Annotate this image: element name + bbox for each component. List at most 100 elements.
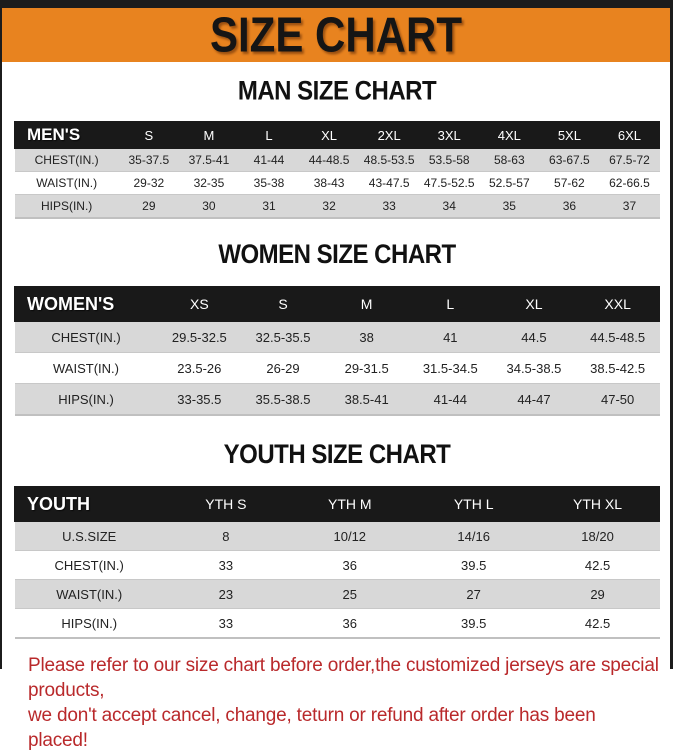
size-value: 44-48.5: [299, 148, 360, 172]
size-value: 29.5-32.5: [157, 321, 242, 353]
table-row: HIPS(IN.) 33 36 39.5 42.5: [14, 608, 660, 638]
size-column-header: 6XL: [598, 121, 661, 149]
size-value: 39.5: [411, 608, 536, 638]
size-column-header: XS: [157, 286, 242, 322]
size-value: 47-50: [575, 383, 660, 415]
size-column-header: M: [324, 286, 409, 322]
size-value: 8: [163, 521, 288, 551]
size-column-header: L: [238, 121, 300, 149]
size-value: 36: [539, 194, 600, 218]
men-size-table: MEN'S S M L XL 2XL 3XL 4XL 5XL 6XL CHEST(IN.) 35-37…: [13, 121, 661, 219]
table-row: CHEST(IN.) 33 36 39.5 42.5: [14, 550, 660, 580]
size-value: 25: [287, 579, 412, 609]
size-value: 23: [163, 579, 288, 609]
size-value: 41: [408, 321, 493, 353]
size-value: 52.5-57: [479, 171, 540, 195]
size-column-header: YTH XL: [535, 486, 660, 522]
size-column-header: L: [407, 286, 493, 322]
size-value: 37.5-41: [178, 148, 239, 172]
size-column-header: 4XL: [478, 121, 540, 149]
measure-label: HIPS(IN.): [14, 383, 158, 415]
table-row: CHEST(IN.) 29.5-32.5 32.5-35.5 38 41 44.5 44.5…: [14, 321, 660, 353]
men-section-heading: MAN SIZE CHART: [237, 76, 437, 107]
size-value: 44.5: [492, 321, 576, 353]
size-value: 29-32: [118, 171, 179, 195]
measure-label: CHEST(IN.): [14, 321, 158, 353]
size-value: 29: [535, 579, 660, 609]
size-value: 38-43: [299, 171, 360, 195]
size-value: 35.5-38.5: [241, 383, 325, 415]
measure-label: U.S.SIZE: [14, 521, 164, 551]
size-value: 33-35.5: [157, 383, 242, 415]
note-line-2: we don't accept cancel, change, teturn o…: [28, 705, 596, 751]
size-value: 29: [118, 194, 179, 218]
size-value: 47.5-52.5: [419, 171, 480, 195]
size-value: 18/20: [535, 521, 660, 551]
measure-label: HIPS(IN.): [14, 608, 164, 638]
banner: SIZE CHART: [2, 6, 670, 63]
measure-label: CHEST(IN.): [14, 550, 164, 580]
table-group-label: WOMEN'S: [14, 286, 158, 322]
table-row: WAIST(IN.) 29-32 32-35 35-38 38-43 43-47.5 47.…: [14, 171, 660, 195]
table-row: WAIST(IN.) 23.5-26 26-29 29-31.5 31.5-34.5 34…: [14, 352, 660, 384]
women-section-heading: WOMEN SIZE CHART: [218, 239, 456, 270]
size-value: 36: [287, 550, 412, 580]
size-value: 34.5-38.5: [492, 352, 576, 384]
content-area: MAN SIZE CHART MEN'S S M L XL 2XL 3XL 4XL 5XL 6XL…: [2, 62, 670, 753]
size-value: 38: [324, 321, 409, 353]
size-column-header: XXL: [575, 286, 660, 322]
table-row: HIPS(IN.) 29 30 31 32 33 34 35 36 37: [14, 194, 660, 218]
table-row: U.S.SIZE 8 10/12 14/16 18/20: [14, 521, 660, 551]
size-value: 33: [359, 194, 420, 218]
table-header-row: WOMEN'S XS S M L XL XXL: [14, 286, 660, 322]
women-size-table: WOMEN'S XS S M L XL XXL CHEST(IN.) 29.5-32.5 32.5…: [14, 286, 660, 416]
size-value: 14/16: [411, 521, 536, 551]
size-column-header: XL: [298, 121, 360, 149]
table-row: CHEST(IN.) 35-37.5 37.5-41 41-44 44-48.5 48.5…: [14, 148, 660, 172]
measure-label: WAIST(IN.): [14, 171, 119, 195]
measure-label: WAIST(IN.): [14, 579, 164, 609]
size-column-header: 3XL: [418, 121, 480, 149]
size-column-header: M: [178, 121, 240, 149]
size-value: 62-66.5: [599, 171, 660, 195]
size-column-header: YTH S: [163, 486, 289, 522]
size-value: 58-63: [479, 148, 540, 172]
size-value: 32-35: [178, 171, 239, 195]
size-value: 44.5-48.5: [575, 321, 660, 353]
size-column-header: 5XL: [538, 121, 600, 149]
size-value: 33: [163, 608, 288, 638]
size-value: 36: [287, 608, 412, 638]
size-value: 38.5-41: [324, 383, 409, 415]
size-value: 43-47.5: [359, 171, 420, 195]
youth-size-table: YOUTH YTH S YTH M YTH L YTH XL U.S.SIZE 8 10/12…: [13, 486, 660, 639]
size-value: 63-67.5: [539, 148, 600, 172]
table-row: HIPS(IN.) 33-35.5 35.5-38.5 38.5-41 41-44 44-…: [14, 383, 660, 415]
size-column-header: YTH L: [411, 486, 537, 522]
size-value: 32: [299, 194, 360, 218]
size-value: 32.5-35.5: [241, 321, 325, 353]
size-column-header: YTH M: [287, 486, 413, 522]
page-title: SIZE CHART: [210, 6, 462, 63]
size-column-header: XL: [491, 286, 577, 322]
size-value: 42.5: [535, 608, 660, 638]
size-value: 53.5-58: [419, 148, 480, 172]
size-value: 41-44: [238, 148, 300, 172]
size-value: 38.5-42.5: [575, 352, 660, 384]
size-value: 67.5-72: [599, 148, 660, 172]
measure-label: WAIST(IN.): [14, 352, 158, 384]
size-value: 39.5: [411, 550, 536, 580]
size-value: 57-62: [539, 171, 600, 195]
order-disclaimer-note: Please refer to our size chart before or…: [28, 653, 660, 753]
table-group-label: YOUTH: [13, 486, 165, 522]
size-value: 30: [178, 194, 239, 218]
table-header-row: MEN'S S M L XL 2XL 3XL 4XL 5XL 6XL: [13, 121, 661, 149]
size-value: 26-29: [241, 352, 325, 384]
measure-label: CHEST(IN.): [14, 148, 119, 172]
size-value: 42.5: [535, 550, 660, 580]
size-value: 41-44: [408, 383, 493, 415]
table-header-row: YOUTH YTH S YTH M YTH L YTH XL: [13, 486, 660, 522]
size-value: 35-38: [238, 171, 300, 195]
size-value: 10/12: [287, 521, 412, 551]
size-value: 31: [238, 194, 300, 218]
